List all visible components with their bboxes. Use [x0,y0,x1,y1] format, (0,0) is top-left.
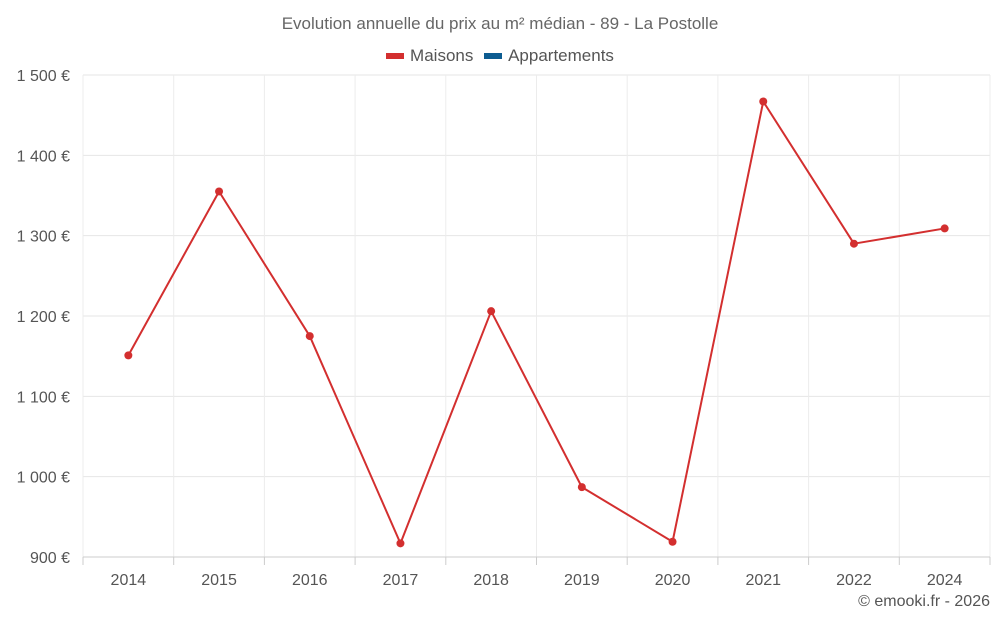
x-tick-label: 2024 [927,572,963,589]
credit-text: © emooki.fr - 2026 [858,593,990,610]
legend-item-maisons[interactable]: Maisons [386,46,473,66]
x-tick-label: 2014 [111,572,147,589]
data-point [305,332,314,341]
x-tick-label: 2018 [473,572,509,589]
legend-label-maisons: Maisons [410,46,474,65]
x-tick-label: 2017 [383,572,419,589]
x-tick-label: 2016 [292,572,328,589]
y-tick-label: 1 000 € [17,470,70,487]
y-tick-label: 1 500 € [17,68,70,85]
x-tick-label: 2019 [564,572,600,589]
legend: Maisons Appartements [0,44,1000,66]
y-tick-label: 1 400 € [17,148,70,165]
y-tick-label: 1 100 € [17,389,70,406]
legend-label-appartements: Appartements [508,46,614,65]
data-point [849,239,858,248]
legend-item-appartements[interactable]: Appartements [484,46,614,66]
x-tick-label: 2015 [201,572,237,589]
x-tick-label: 2020 [655,572,691,589]
data-point [668,537,677,546]
x-tick-label: 2022 [836,572,872,589]
data-point [124,351,133,360]
data-point [577,483,586,492]
y-tick-label: 1 300 € [17,229,70,246]
y-tick-label: 900 € [30,550,70,567]
data-point [396,539,405,548]
data-point [759,97,768,106]
legend-swatch-appartements [484,53,503,59]
series-line [127,100,945,545]
y-tick-label: 1 200 € [17,309,70,326]
data-point [940,224,949,233]
chart-title: Evolution annuelle du prix au m² médian … [281,14,719,33]
legend-swatch-maisons [386,53,405,59]
x-tick-label: 2021 [745,572,781,589]
data-point [215,187,224,196]
data-point [487,307,496,316]
